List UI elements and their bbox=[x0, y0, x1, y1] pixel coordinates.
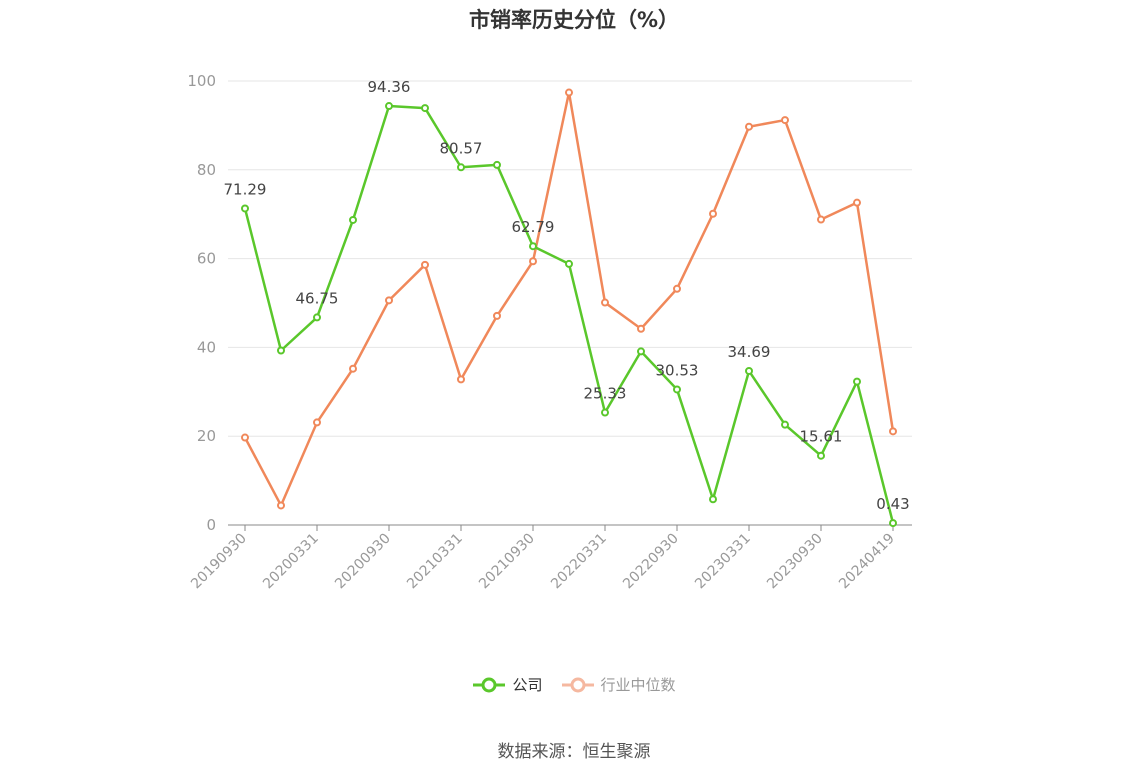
data-point-industry bbox=[709, 209, 717, 218]
legend-label-company: 公司 bbox=[512, 676, 543, 694]
legend-company-icon bbox=[473, 677, 506, 692]
data-label: 34.69 bbox=[728, 343, 771, 361]
data-point-industry bbox=[889, 427, 897, 436]
y-tick-label: 80 bbox=[197, 161, 216, 179]
data-point-company bbox=[313, 313, 321, 322]
data-point-company bbox=[457, 163, 465, 172]
x-tick-label: 20200331 bbox=[260, 531, 322, 593]
data-label: 62.79 bbox=[512, 218, 555, 236]
legend-industry-icon bbox=[561, 677, 594, 692]
data-point-industry bbox=[637, 324, 645, 333]
data-point-company bbox=[637, 347, 645, 356]
data-point-company bbox=[241, 204, 249, 213]
data-point-company bbox=[493, 160, 501, 169]
series-line-industry bbox=[243, 91, 895, 507]
data-label: 80.57 bbox=[440, 139, 483, 157]
data-point-industry bbox=[457, 375, 465, 384]
y-tick-label: 0 bbox=[206, 516, 216, 534]
data-point-industry bbox=[601, 298, 609, 307]
data-point-industry bbox=[565, 88, 573, 97]
data-point-company bbox=[349, 215, 357, 224]
data-point-industry bbox=[493, 311, 501, 320]
y-tick-label: 20 bbox=[197, 427, 216, 445]
x-tick-label: 20220331 bbox=[548, 531, 610, 593]
data-point-industry bbox=[529, 257, 537, 266]
x-tick-label: 20230930 bbox=[764, 531, 826, 593]
data-point-company bbox=[565, 259, 573, 268]
x-tick-label: 20230331 bbox=[692, 531, 754, 593]
data-label: 46.75 bbox=[296, 289, 339, 307]
x-tick-label: 20240419 bbox=[836, 531, 898, 593]
x-tick-label: 20210930 bbox=[476, 531, 538, 593]
legend-item-industry[interactable]: 行业中位数 bbox=[561, 674, 676, 695]
data-point-industry bbox=[673, 284, 681, 293]
chart-title: 市销率历史分位（%） bbox=[468, 8, 680, 32]
data-point-industry bbox=[781, 116, 789, 125]
y-tick-label: 60 bbox=[197, 250, 216, 268]
data-point-company bbox=[709, 495, 717, 504]
data-point-industry bbox=[349, 364, 357, 373]
data-label: 71.29 bbox=[224, 180, 267, 198]
data-point-company bbox=[421, 104, 429, 113]
data-point-company bbox=[889, 519, 897, 528]
series-line-company bbox=[243, 104, 895, 524]
data-point-industry bbox=[241, 433, 249, 442]
data-source: 数据来源：恒生聚源 bbox=[497, 742, 651, 762]
x-tick-label: 20220930 bbox=[620, 531, 682, 593]
y-tick-label: 100 bbox=[187, 72, 216, 90]
data-point-industry bbox=[313, 418, 321, 427]
data-label: 15.61 bbox=[800, 428, 843, 446]
legend-label-industry: 行业中位数 bbox=[600, 676, 676, 694]
data-label: 25.33 bbox=[584, 385, 627, 403]
legend-item-company[interactable]: 公司 bbox=[472, 674, 543, 695]
data-point-company bbox=[781, 420, 789, 429]
legend: 公司 行业中位数 bbox=[0, 674, 1148, 695]
data-label: 0.43 bbox=[876, 495, 909, 513]
data-point-company bbox=[277, 346, 285, 355]
data-point-company bbox=[601, 408, 609, 417]
x-tick-label: 20210331 bbox=[404, 531, 466, 593]
data-point-company bbox=[673, 385, 681, 394]
x-tick-label: 20190930 bbox=[188, 531, 250, 593]
data-point-company bbox=[745, 366, 753, 375]
x-tick-label: 20200930 bbox=[332, 531, 394, 593]
data-point-industry bbox=[385, 296, 393, 305]
data-label: 94.36 bbox=[368, 78, 411, 96]
data-point-company bbox=[853, 377, 861, 386]
data-label: 30.53 bbox=[656, 361, 699, 379]
y-tick-label: 40 bbox=[197, 338, 216, 356]
data-point-company bbox=[385, 102, 393, 111]
data-point-industry bbox=[745, 122, 753, 131]
data-point-industry bbox=[853, 198, 861, 207]
data-point-industry bbox=[277, 501, 285, 510]
data-point-company bbox=[529, 242, 537, 251]
data-point-industry bbox=[817, 215, 825, 224]
data-point-industry bbox=[421, 260, 429, 269]
data-point-company bbox=[817, 451, 825, 460]
